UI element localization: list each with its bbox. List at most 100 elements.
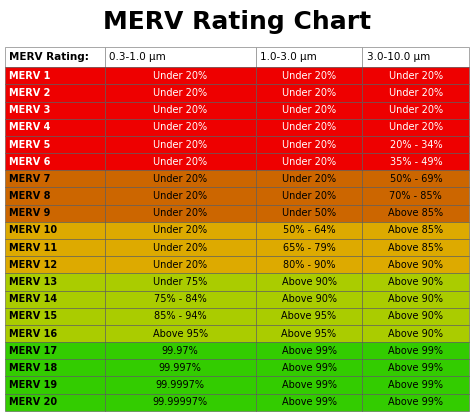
Bar bbox=[5, 273, 105, 290]
Bar bbox=[255, 273, 363, 290]
Text: Under 20%: Under 20% bbox=[282, 157, 336, 167]
Text: Above 99%: Above 99% bbox=[388, 363, 443, 373]
Bar bbox=[105, 359, 255, 376]
Bar bbox=[105, 239, 255, 256]
Text: Above 90%: Above 90% bbox=[388, 260, 443, 270]
Text: Under 20%: Under 20% bbox=[282, 191, 336, 201]
Bar bbox=[105, 325, 255, 342]
Text: 65% - 79%: 65% - 79% bbox=[283, 243, 336, 253]
Bar bbox=[255, 290, 363, 308]
Text: MERV 15: MERV 15 bbox=[9, 311, 57, 321]
Bar bbox=[255, 47, 363, 67]
Bar bbox=[105, 136, 255, 153]
Bar bbox=[363, 359, 469, 376]
Text: 99.97%: 99.97% bbox=[162, 346, 199, 356]
Bar bbox=[255, 376, 363, 394]
Text: MERV 2: MERV 2 bbox=[9, 88, 51, 98]
Text: MERV 6: MERV 6 bbox=[9, 157, 51, 167]
Bar bbox=[363, 67, 469, 84]
Bar bbox=[363, 325, 469, 342]
Bar bbox=[105, 256, 255, 273]
Text: Under 20%: Under 20% bbox=[282, 122, 336, 132]
Text: MERV Rating:: MERV Rating: bbox=[9, 52, 89, 62]
Bar bbox=[5, 102, 105, 119]
Text: Above 99%: Above 99% bbox=[388, 380, 443, 390]
Bar bbox=[363, 84, 469, 102]
Text: MERV 18: MERV 18 bbox=[9, 363, 58, 373]
Bar bbox=[105, 308, 255, 325]
Text: 75% - 84%: 75% - 84% bbox=[154, 294, 207, 304]
Bar bbox=[5, 205, 105, 222]
Text: Above 85%: Above 85% bbox=[388, 225, 443, 235]
Bar bbox=[5, 290, 105, 308]
Text: Above 99%: Above 99% bbox=[388, 346, 443, 356]
Bar bbox=[105, 153, 255, 170]
Text: Above 90%: Above 90% bbox=[388, 329, 443, 339]
Bar bbox=[105, 376, 255, 394]
Text: Above 99%: Above 99% bbox=[282, 346, 337, 356]
Text: Under 20%: Under 20% bbox=[153, 208, 207, 218]
Text: 50% - 64%: 50% - 64% bbox=[283, 225, 335, 235]
Bar bbox=[255, 222, 363, 239]
Text: MERV 5: MERV 5 bbox=[9, 139, 51, 149]
Bar bbox=[5, 359, 105, 376]
Bar bbox=[5, 119, 105, 136]
Text: Under 20%: Under 20% bbox=[153, 174, 207, 184]
Text: MERV 14: MERV 14 bbox=[9, 294, 57, 304]
Bar bbox=[5, 376, 105, 394]
Bar bbox=[105, 222, 255, 239]
Text: MERV 1: MERV 1 bbox=[9, 71, 51, 81]
Text: MERV Rating Chart: MERV Rating Chart bbox=[103, 10, 371, 34]
Text: Under 20%: Under 20% bbox=[153, 191, 207, 201]
Text: Under 20%: Under 20% bbox=[153, 105, 207, 115]
Bar bbox=[363, 188, 469, 205]
Text: MERV 19: MERV 19 bbox=[9, 380, 57, 390]
Text: MERV 11: MERV 11 bbox=[9, 243, 57, 253]
Bar bbox=[255, 136, 363, 153]
Bar bbox=[5, 394, 105, 411]
Text: MERV 7: MERV 7 bbox=[9, 174, 51, 184]
Text: 3.0-10.0 μm: 3.0-10.0 μm bbox=[367, 52, 430, 62]
Bar bbox=[255, 153, 363, 170]
Text: Under 20%: Under 20% bbox=[389, 88, 443, 98]
Text: Above 99%: Above 99% bbox=[282, 363, 337, 373]
Text: Above 85%: Above 85% bbox=[388, 208, 443, 218]
Text: MERV 3: MERV 3 bbox=[9, 105, 51, 115]
Bar bbox=[363, 394, 469, 411]
Text: Above 90%: Above 90% bbox=[282, 277, 337, 287]
Text: Under 20%: Under 20% bbox=[282, 71, 336, 81]
Text: Above 90%: Above 90% bbox=[388, 311, 443, 321]
Text: Under 20%: Under 20% bbox=[153, 225, 207, 235]
Bar bbox=[255, 342, 363, 359]
Text: Under 20%: Under 20% bbox=[153, 157, 207, 167]
Text: Above 95%: Above 95% bbox=[153, 329, 208, 339]
Bar bbox=[363, 136, 469, 153]
Text: MERV 13: MERV 13 bbox=[9, 277, 57, 287]
Bar bbox=[105, 102, 255, 119]
Bar bbox=[255, 170, 363, 188]
Bar bbox=[363, 222, 469, 239]
Text: Above 90%: Above 90% bbox=[388, 277, 443, 287]
Text: Above 99%: Above 99% bbox=[282, 397, 337, 407]
Bar bbox=[5, 256, 105, 273]
Bar bbox=[105, 205, 255, 222]
Bar bbox=[105, 290, 255, 308]
Text: Above 90%: Above 90% bbox=[282, 294, 337, 304]
Bar bbox=[5, 325, 105, 342]
Bar bbox=[105, 47, 255, 67]
Bar bbox=[363, 342, 469, 359]
Bar bbox=[255, 359, 363, 376]
Text: Under 20%: Under 20% bbox=[153, 88, 207, 98]
Bar bbox=[363, 119, 469, 136]
Text: Above 99%: Above 99% bbox=[388, 397, 443, 407]
Text: MERV 17: MERV 17 bbox=[9, 346, 57, 356]
Bar bbox=[363, 205, 469, 222]
Bar bbox=[363, 308, 469, 325]
Bar bbox=[363, 290, 469, 308]
Text: Under 20%: Under 20% bbox=[282, 88, 336, 98]
Text: Under 20%: Under 20% bbox=[153, 260, 207, 270]
Bar bbox=[255, 119, 363, 136]
Bar bbox=[105, 394, 255, 411]
Text: Above 95%: Above 95% bbox=[282, 329, 337, 339]
Text: 99.9997%: 99.9997% bbox=[155, 380, 205, 390]
